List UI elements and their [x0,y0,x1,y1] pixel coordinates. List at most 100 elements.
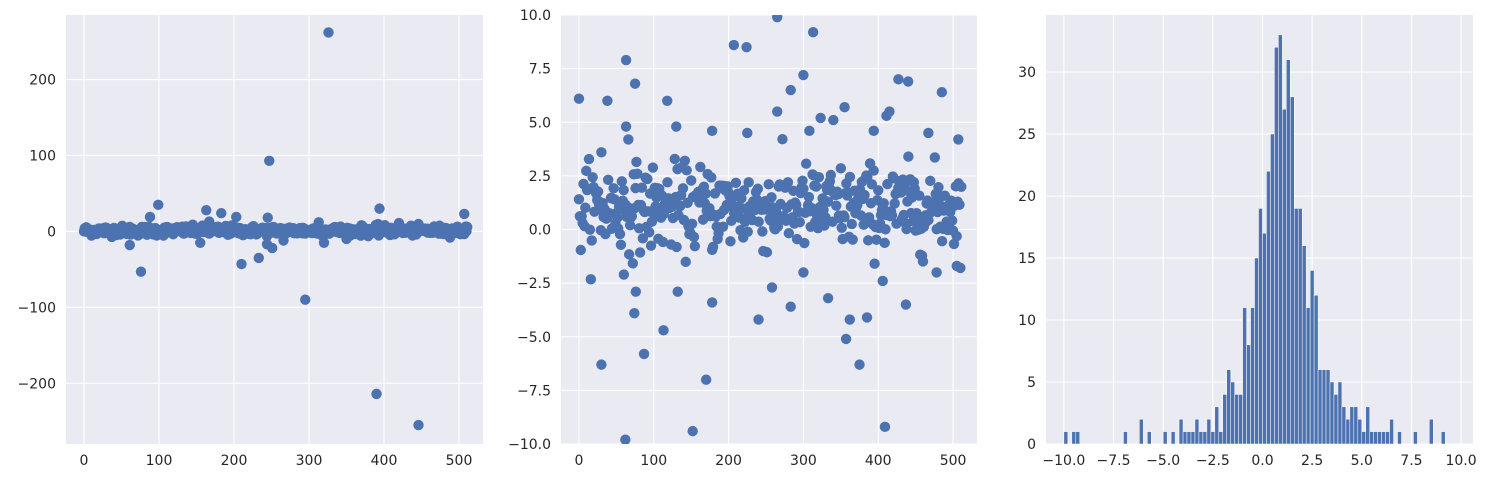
scatter-point [819,220,830,231]
scatter-point [706,125,718,137]
histogram-bar [1218,431,1224,445]
scatter-point [742,127,753,139]
histogram-bar [1290,96,1295,445]
scatter-point [879,421,891,433]
scatter-point [931,267,942,278]
y-tick-label: 0 [47,224,56,240]
x-tick-label: −2.5 [1196,453,1230,469]
scatter-point [736,193,747,204]
scatter-point [903,151,914,162]
scatter-point [236,258,247,270]
scatter-point [679,155,691,166]
scatter-point [822,292,834,304]
scatter-point [393,217,405,229]
scatter-point [124,239,135,251]
y-tick-label: 200 [29,73,56,89]
scatter-point [917,256,929,267]
scatter-point [893,74,904,85]
histogram-bar [1262,232,1267,445]
scatter-point [685,175,697,186]
scatter-point [681,165,692,176]
scatter-point [855,210,867,221]
scatter-point [794,217,805,228]
x-tick-label: 200 [221,453,248,469]
scatter-point [323,27,334,38]
scatter-point [933,182,944,193]
scatter-point [634,247,646,258]
scatter-point [278,235,289,246]
histogram-bar [1246,344,1251,445]
scatter-point [798,183,809,195]
scatter-point [766,282,778,293]
y-tick-label: 10 [1018,313,1036,329]
scatter-point [586,235,597,246]
scatter-point [877,275,888,287]
scatter-point [936,87,948,98]
scatter-point [868,165,879,176]
scatter-point [785,301,796,312]
scatter-point [662,95,673,107]
scatter-point [798,69,809,81]
histogram-bar [1337,381,1343,445]
scatter-point [763,179,774,190]
scatter-point [783,227,795,239]
scatter-point [671,241,682,253]
scatter-point [135,266,147,277]
scatter-point [216,207,227,219]
scatter-point [815,112,826,124]
histogram-bar [1305,307,1311,445]
scatter-point [459,208,470,220]
scatter-point [803,191,815,203]
scatter-point [954,199,965,210]
y-tick-label: 25 [1018,127,1036,143]
histogram-bar [1429,418,1434,445]
histogram-bar [1313,294,1319,445]
histogram-bar [1357,418,1363,445]
scatter-point [772,221,784,232]
y-tick-label: −2.5 [517,276,551,292]
x-tick-label: −5.0 [1146,453,1180,469]
histogram-bar [1349,406,1355,445]
histogram-bar [1266,170,1271,445]
scatter-point [956,181,967,192]
y-tick-label: 15 [1018,251,1036,267]
scatter-point [831,200,842,211]
scatter-point [669,153,680,165]
x-tick-label: 2.5 [1301,453,1323,469]
histogram-bar [1250,307,1255,445]
scatter-point [951,260,962,272]
scatter-point [858,219,869,230]
scatter-point [662,177,673,188]
scatter-point [828,114,839,126]
histogram-bar [1381,431,1386,445]
scatter-point [839,211,850,223]
scatter-point [623,249,635,260]
scatter-points [573,15,967,444]
scatter-point [738,185,750,196]
scatter-point [636,182,648,193]
y-tick-label: 0.0 [529,223,551,239]
scatter-point [936,236,948,247]
y-tick-label: 100 [29,148,56,164]
histogram-bar [1214,406,1220,445]
histogram-bar [1123,431,1128,445]
scatter-point [881,110,892,122]
scatter-point [620,434,631,444]
scatter-point [743,177,754,188]
x-tick-label: 100 [640,453,667,469]
histogram-bar [1147,431,1152,445]
scatter-point [844,171,856,183]
scatter-point [201,204,212,216]
scatter-point [647,162,659,173]
scatter-point [839,102,850,113]
scatter-point [631,156,642,168]
scatter-point [782,177,794,188]
x-tick-label: −7.5 [1097,453,1131,469]
histogram-bar [1190,431,1196,445]
scatter-point [680,256,691,268]
scatter-point [616,176,628,187]
scatter-point [313,217,324,228]
scatter-point [706,172,717,183]
scatter-point [584,224,596,235]
scatter-point [573,93,585,104]
